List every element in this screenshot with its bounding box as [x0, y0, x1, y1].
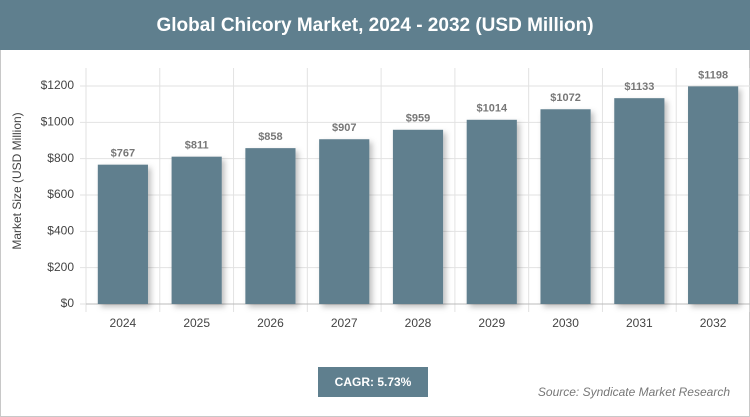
bar	[97, 164, 148, 304]
chart-title: Global Chicory Market, 2024 - 2032 (USD …	[156, 15, 593, 36]
value-label: $959	[406, 113, 430, 125]
cagr-box	[318, 367, 428, 397]
bar	[392, 129, 444, 304]
x-tick-label: 2024	[110, 316, 137, 330]
value-label: $1133	[624, 81, 654, 93]
bar	[688, 86, 739, 304]
x-tick-label: 2028	[405, 316, 432, 330]
x-tick-label: 2027	[331, 316, 358, 330]
value-label: $1014	[476, 103, 507, 115]
value-label: $767	[111, 148, 135, 160]
bar	[466, 119, 517, 304]
x-tick-label: 2029	[478, 316, 505, 330]
y-tick-label: $1000	[41, 115, 75, 129]
value-label: $858	[258, 131, 282, 143]
x-tick-label: 2030	[552, 316, 579, 330]
bar	[614, 98, 665, 305]
y-tick-label: $1200	[41, 78, 75, 92]
y-tick-label: $0	[61, 296, 75, 310]
x-tick-label: 2025	[183, 316, 210, 330]
y-axis-label: Market Size (USD Million)	[10, 112, 24, 249]
y-tick-label: $200	[47, 260, 74, 274]
bar	[319, 139, 370, 304]
cagr-label: CAGR: 5.73%	[335, 375, 412, 389]
value-label: $811	[185, 140, 209, 152]
value-label: $1198	[698, 69, 728, 81]
x-tick-label: 2026	[257, 316, 284, 330]
value-label: $1072	[550, 92, 581, 104]
bar	[245, 148, 296, 304]
bar	[171, 156, 222, 304]
value-label: $907	[332, 122, 356, 134]
y-tick-label: $400	[47, 224, 74, 238]
y-tick-label: $600	[47, 187, 74, 201]
source-note: Source: Syndicate Market Research	[538, 385, 730, 399]
x-tick-label: 2032	[700, 316, 727, 330]
bar	[540, 109, 591, 305]
y-tick-label: $800	[47, 151, 74, 165]
x-tick-label: 2031	[626, 316, 653, 330]
title-band	[0, 0, 750, 50]
